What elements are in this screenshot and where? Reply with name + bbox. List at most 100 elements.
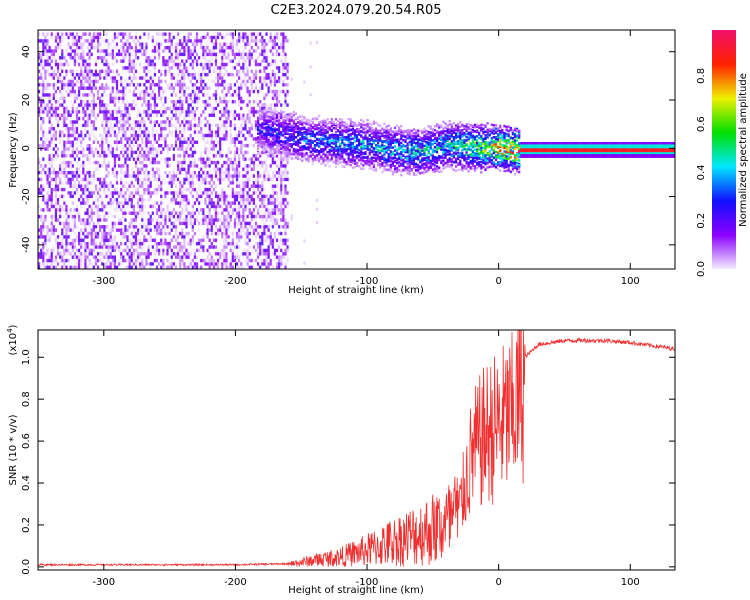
- spectrogram-cell: [132, 252, 135, 256]
- spectrogram-cell: [176, 201, 180, 205]
- spectrogram-cell: [78, 174, 81, 178]
- spectrogram-cell: [204, 147, 207, 151]
- spectrogram-cell: [259, 241, 262, 246]
- spectrogram-cell: [113, 116, 117, 121]
- spectrogram-cell: [193, 100, 197, 104]
- spectrogram-cell: [204, 221, 207, 226]
- spectrogram-cell: [132, 120, 135, 124]
- spectrogram-cell: [63, 164, 66, 168]
- spectrogram-cell: [59, 208, 62, 212]
- spectrogram-cell: [202, 66, 205, 70]
- spectrogram-cell: [56, 116, 60, 121]
- spectrogram-cell: [136, 106, 140, 111]
- spectrogram-cell: [267, 265, 270, 269]
- spectrogram-cell: [44, 103, 47, 107]
- spectrogram-cell: [115, 42, 119, 46]
- spectrogram-cell: [212, 228, 215, 232]
- spectrogram-cell: [193, 252, 197, 256]
- spectrogram-cell: [269, 208, 272, 212]
- spectrogram-cell: [105, 62, 108, 67]
- spectrogram-cell: [136, 170, 140, 175]
- spectrogram-cell: [189, 258, 192, 263]
- spectrogram-cell: [286, 201, 289, 205]
- spectrogram-cell: [244, 248, 247, 253]
- spectrogram-cell: [115, 181, 119, 185]
- spectrogram-cell: [164, 221, 167, 226]
- spectrogram-cell: [158, 170, 161, 175]
- spectrogram-cell: [265, 79, 268, 84]
- spectrogram-cell: [40, 184, 43, 188]
- spectrogram-cell: [94, 225, 98, 229]
- spectrogram-cell: [50, 218, 53, 222]
- spectrogram-cell: [73, 231, 76, 236]
- spectrogram-cell: [238, 127, 241, 131]
- spectrogram-cell: [223, 56, 226, 60]
- spectrogram-cell: [257, 211, 260, 215]
- spectrogram-cell: [84, 76, 87, 80]
- spectrogram-cell: [280, 174, 283, 178]
- spectrogram-cell: [223, 86, 226, 90]
- spectrogram-cell: [261, 142, 264, 145]
- spectrogram-cell: [38, 45, 41, 50]
- spectrogram-cell: [166, 245, 169, 249]
- spectrogram-cell: [115, 45, 119, 50]
- spectrogram-cell: [204, 164, 207, 168]
- spectrogram-cell: [158, 252, 161, 256]
- spectrogram-cell: [219, 167, 222, 172]
- spectrogram-cell: [261, 262, 264, 266]
- spectrogram-cell: [67, 214, 70, 219]
- spectrogram-cell: [225, 120, 228, 124]
- spectrogram-cell: [80, 45, 83, 50]
- spectrogram-cell: [198, 174, 201, 178]
- spectrogram-cell: [170, 265, 173, 269]
- spectrogram-cell: [122, 42, 125, 46]
- spectrogram-cell: [193, 221, 197, 226]
- spectrogram-cell: [206, 157, 209, 161]
- spectrogram-cell: [122, 89, 125, 94]
- spectrogram-cell: [282, 201, 285, 205]
- spectrogram-cell: [280, 204, 283, 209]
- spectrogram-cell: [44, 265, 47, 269]
- spectrogram-cell: [122, 130, 125, 134]
- spectrogram-cell: [191, 184, 194, 188]
- spectrogram-cell: [38, 204, 41, 209]
- spectrogram-cell: [179, 187, 182, 192]
- spectrogram-cell: [82, 93, 85, 97]
- spectrogram-cell: [82, 72, 85, 77]
- spectrogram-cell: [63, 174, 66, 178]
- spectrogram-cell: [65, 258, 68, 263]
- spectrogram-cell: [126, 164, 129, 168]
- spectrogram-cell: [73, 110, 76, 114]
- spectrogram-cell: [282, 32, 285, 36]
- spectrogram-cell: [124, 133, 127, 138]
- spectrogram-cell: [265, 42, 268, 46]
- spectrogram-cell: [134, 42, 138, 46]
- spectrogram-cell: [253, 269, 255, 272]
- spectrogram-cell: [248, 208, 251, 212]
- spectrogram-cell: [111, 113, 114, 117]
- spectrogram-cell: [78, 218, 81, 222]
- spectrogram-cell: [252, 208, 255, 212]
- spectrogram-cell: [193, 89, 197, 94]
- spectrogram-cell: [52, 147, 55, 151]
- spectrogram-cell: [189, 120, 192, 124]
- spectrogram-cell: [189, 79, 192, 84]
- spectrogram-cell: [88, 143, 91, 148]
- spectrogram-cell: [46, 143, 49, 148]
- spectrogram-cell: [99, 32, 102, 36]
- spectrogram-cell: [275, 198, 279, 202]
- spectrogram-cell: [214, 52, 218, 57]
- spectrogram-cell: [275, 111, 279, 114]
- spectrogram-cell: [69, 167, 72, 172]
- spectrogram-cell: [286, 132, 289, 136]
- spectrogram-cell: [141, 147, 144, 151]
- spectrogram-cell: [147, 69, 150, 73]
- spectrogram-cell: [214, 143, 218, 148]
- spectrogram-cell: [210, 245, 213, 249]
- spectrogram-cell: [187, 113, 190, 117]
- spectrogram-cell: [189, 245, 192, 249]
- spectrogram-cell: [261, 106, 264, 111]
- spectrogram-cell: [44, 147, 47, 151]
- spectrogram-cell: [103, 157, 106, 161]
- spectrogram-cell: [71, 56, 74, 60]
